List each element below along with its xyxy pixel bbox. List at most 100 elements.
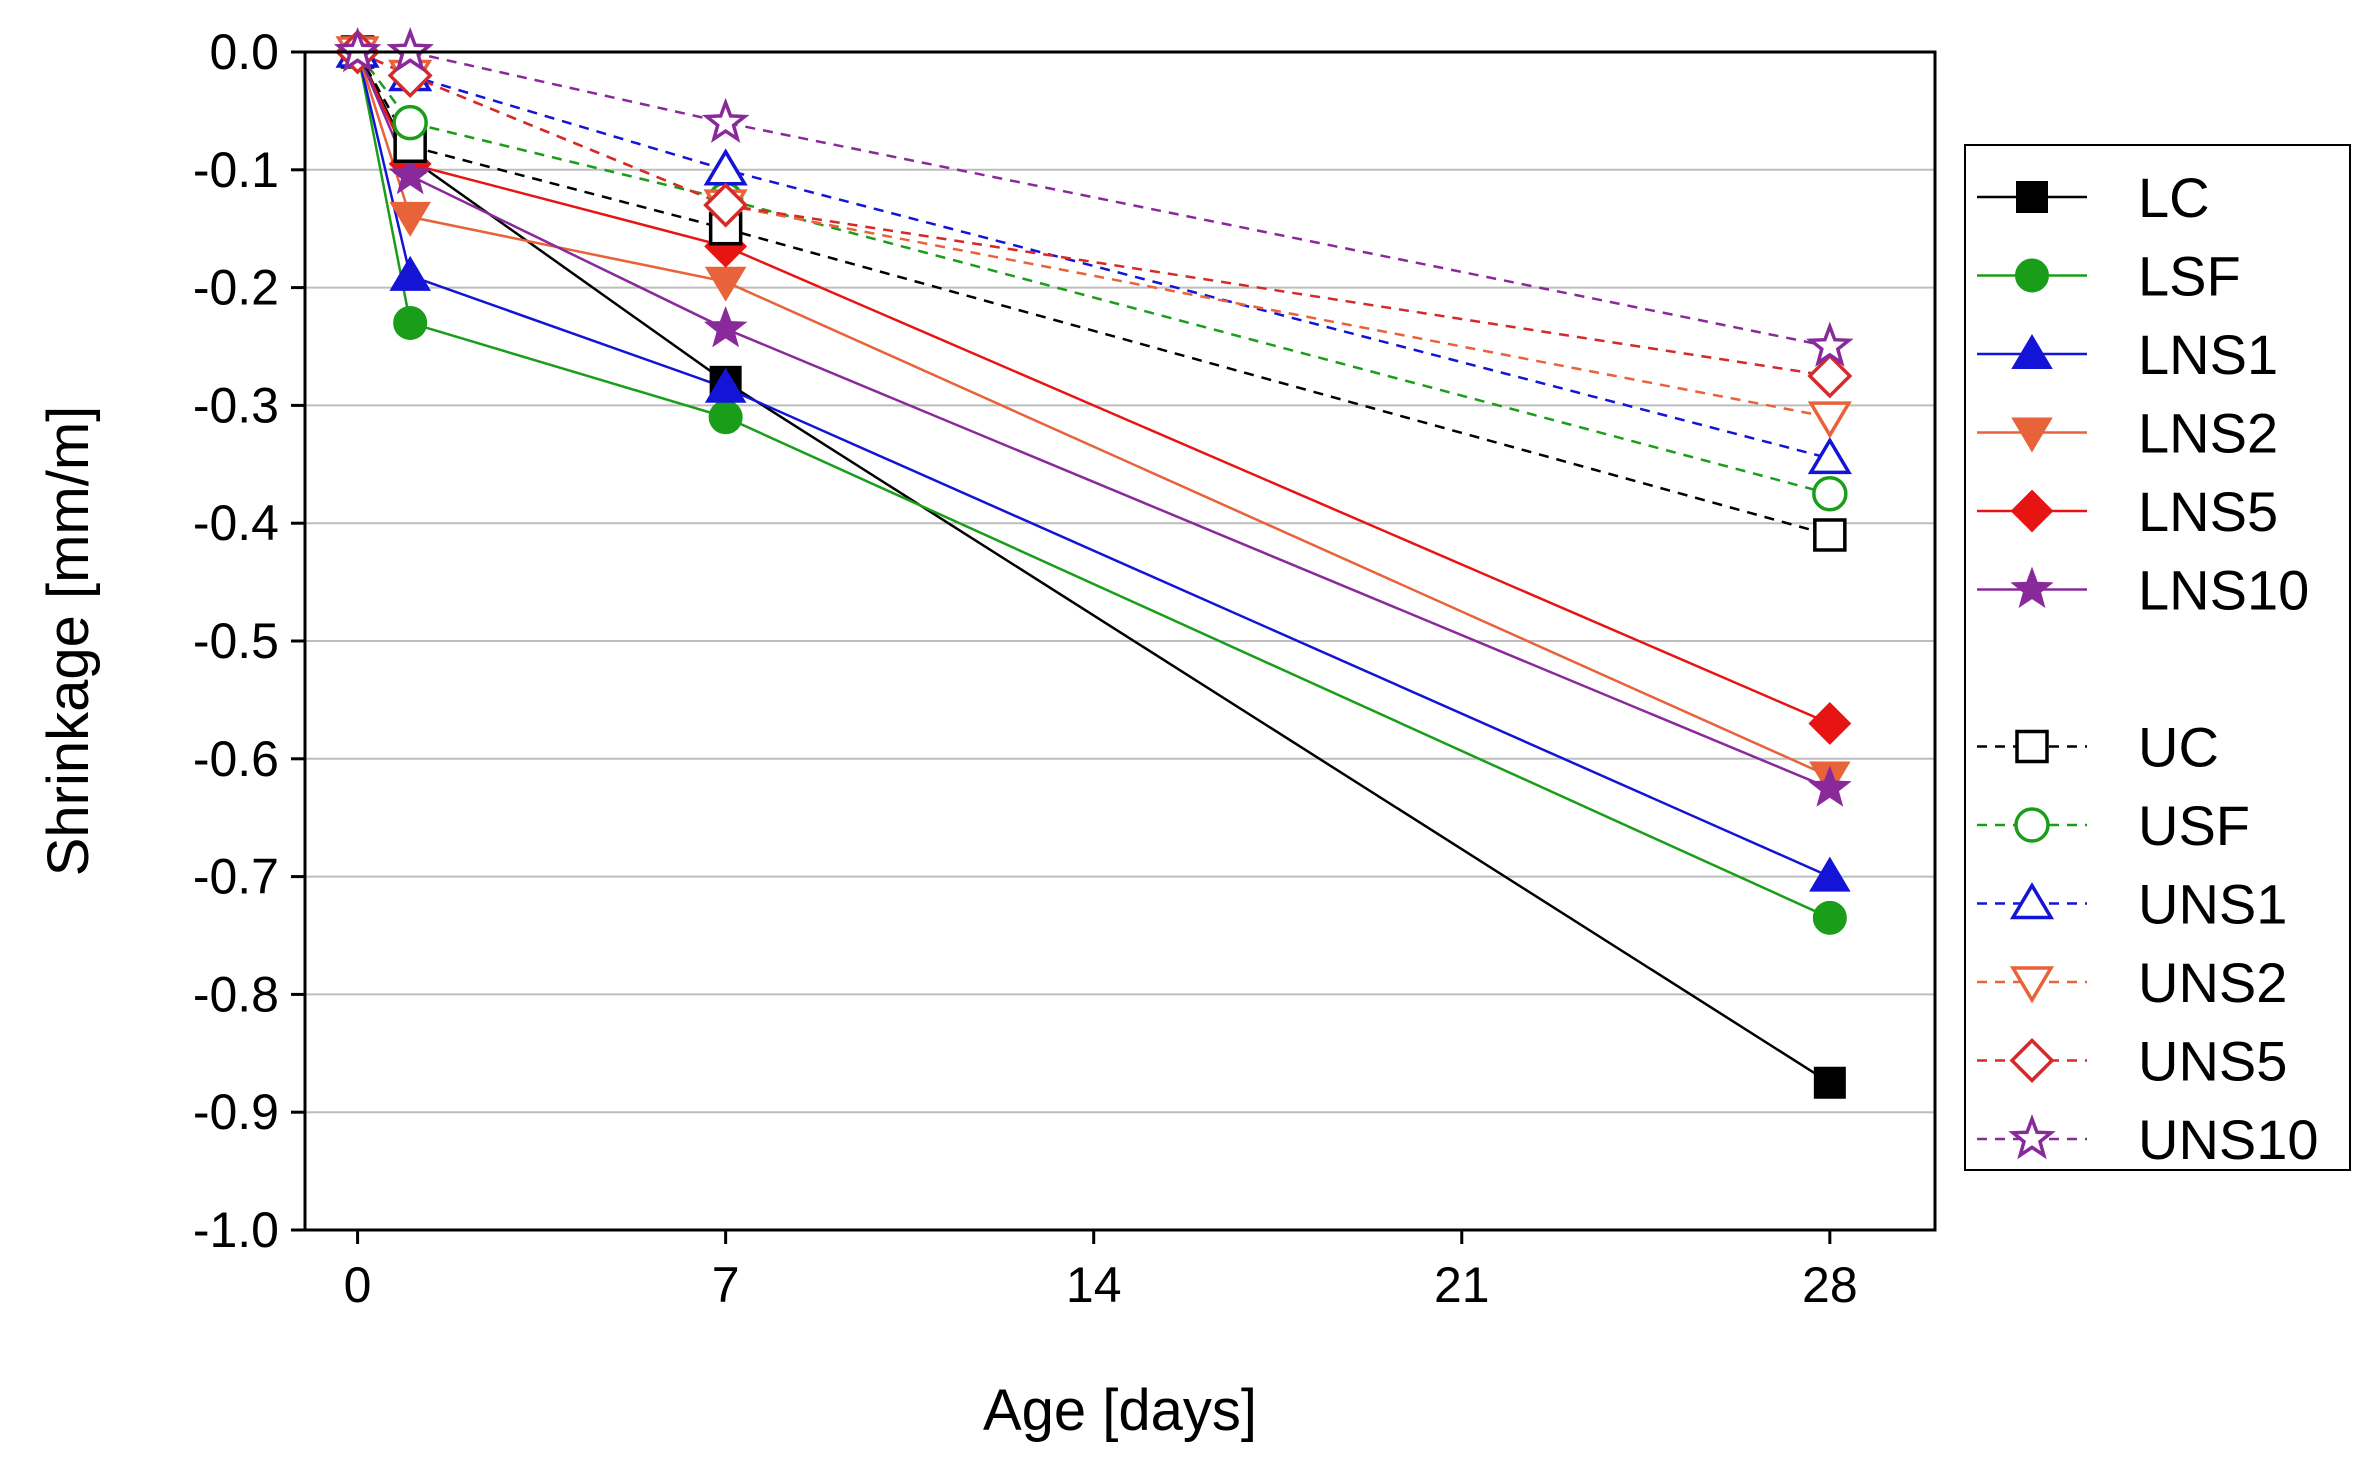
series-lns1 [356, 51, 1831, 878]
data-point-usf [392, 104, 428, 141]
legend-item-lsf: LSF [1977, 245, 2241, 308]
legend-label: UNS2 [2138, 951, 2287, 1014]
series-line-lns2 [356, 51, 1831, 778]
data-point-lns10 [1808, 765, 1852, 807]
legend-label: UC [2138, 716, 2219, 779]
series-lns2 [356, 51, 1831, 778]
legend-box [1964, 144, 2351, 1171]
data-point-uns1 [1807, 436, 1852, 475]
legend-marker [2010, 566, 2054, 609]
data-point-lns1 [389, 255, 431, 291]
x-tick-label: 14 [1066, 1257, 1122, 1313]
data-point-uc [1813, 518, 1847, 552]
series-line-lns1 [356, 51, 1831, 878]
y-tick-label: -0.8 [193, 966, 279, 1022]
gridlines [305, 168, 1935, 1114]
series-lc [356, 51, 1831, 1084]
series-line-lns10 [356, 51, 1831, 790]
y-tick-label: -0.4 [193, 495, 279, 551]
data-point-lns1 [1809, 856, 1851, 892]
series-uc [356, 51, 1831, 537]
series-uns2 [357, 50, 1831, 419]
series-lsf [356, 51, 1831, 919]
legend-marker [2011, 417, 2053, 453]
x-tick-label: 28 [1802, 1257, 1858, 1313]
data-point-lns10 [703, 305, 748, 348]
legend-label: UNS1 [2138, 873, 2287, 936]
legend-item-lc: LC [1977, 166, 2210, 229]
y-tick-label: -1.0 [193, 1202, 279, 1258]
legend-marker [2010, 489, 2054, 533]
legend-marker [2015, 258, 2049, 293]
legend-item-lns2: LNS2 [1977, 402, 2278, 465]
legend-item-uns1: UNS1 [1977, 873, 2287, 936]
data-point-lns10 [388, 152, 432, 195]
legend-item-uns10: UNS10 [1977, 1108, 2319, 1171]
data-point-lns2 [389, 201, 431, 237]
legend-label: UNS5 [2138, 1030, 2287, 1093]
data-point-uns10 [386, 27, 434, 73]
data-point-lns1 [704, 367, 747, 403]
y-tick-label: 0.0 [209, 24, 279, 80]
legend-marker [2009, 882, 2055, 920]
series-lns5 [356, 51, 1831, 725]
series-line-uns2 [357, 50, 1831, 419]
x-tick-label: 7 [712, 1257, 740, 1313]
series-line-uns5 [357, 50, 1830, 378]
y-tick-label: -0.1 [193, 142, 279, 198]
data-point-lns5 [1808, 702, 1852, 745]
data-point-uns5 [1807, 353, 1853, 399]
x-tick-label: 21 [1434, 1257, 1490, 1313]
data-point-uns10 [333, 27, 382, 73]
legend-marker [2008, 1113, 2056, 1160]
axes: 0.0 -0.1 -0.2 -0.3 -0.4 -0.5 -0.6 -0.7 -0.8 -0.9 -… [193, 24, 1858, 1313]
data-point-uns2 [1807, 401, 1852, 439]
legend-label: LNS5 [2138, 480, 2278, 543]
series-uns5 [357, 50, 1830, 378]
data-point-usf [1812, 476, 1848, 512]
legend-marker [2014, 807, 2050, 843]
legend-label: LSF [2138, 245, 2241, 308]
y-axis-label: Shrinkage [mm/m] [36, 406, 101, 877]
data-point-lsf [708, 400, 743, 435]
legend-marker [2011, 334, 2053, 369]
legend-item-lns5: LNS5 [1977, 480, 2278, 543]
legend-marker [2016, 181, 2048, 213]
data-point-lsf [393, 305, 428, 340]
legend-item-lns1: LNS1 [1977, 323, 2278, 386]
legend: LC LSF LNS1 LNS2 LNS5 LNS10 UC USF UNS1 UNS2 UNS5 U… [1964, 144, 2351, 1171]
legend-item-uns5: UNS5 [1977, 1030, 2287, 1093]
series-line-usf [356, 51, 1831, 496]
legend-label: LNS2 [2138, 402, 2278, 465]
legend-marker [2009, 1038, 2055, 1083]
series-uns1 [357, 50, 1831, 460]
legend-item-usf: USF [1977, 794, 2250, 857]
y-tick-label: -0.6 [193, 731, 279, 787]
data-point-uns10 [1806, 321, 1854, 367]
series-line-lsf [356, 51, 1831, 919]
legend-item-uns2: UNS2 [1977, 951, 2287, 1014]
legend-marker [2009, 966, 2055, 1004]
series-usf [356, 51, 1831, 496]
data-point-lsf [1812, 900, 1847, 935]
markers-uns10 [333, 27, 1854, 367]
legend-label: LC [2138, 166, 2210, 229]
series-layer [333, 27, 1854, 1099]
series-line-lns5 [356, 51, 1831, 725]
data-point-uns10 [701, 97, 750, 143]
x-axis-label: Age [days] [983, 1378, 1257, 1443]
legend-marker [2015, 729, 2049, 764]
x-tick-label: 0 [344, 1257, 372, 1313]
legend-label: USF [2138, 794, 2250, 857]
data-point-uns5 [703, 182, 749, 228]
series-line-lc [356, 51, 1831, 1084]
legend-label: UNS10 [2138, 1108, 2319, 1171]
y-tick-label: -0.3 [193, 377, 279, 433]
legend-item-lns10: LNS10 [1977, 559, 2309, 622]
series-lns10 [356, 51, 1831, 790]
y-tick-label: -0.2 [193, 260, 279, 316]
legend-label: LNS10 [2138, 559, 2309, 622]
legend-item-uc: UC [1977, 716, 2219, 779]
legend-label: LNS1 [2138, 323, 2278, 386]
